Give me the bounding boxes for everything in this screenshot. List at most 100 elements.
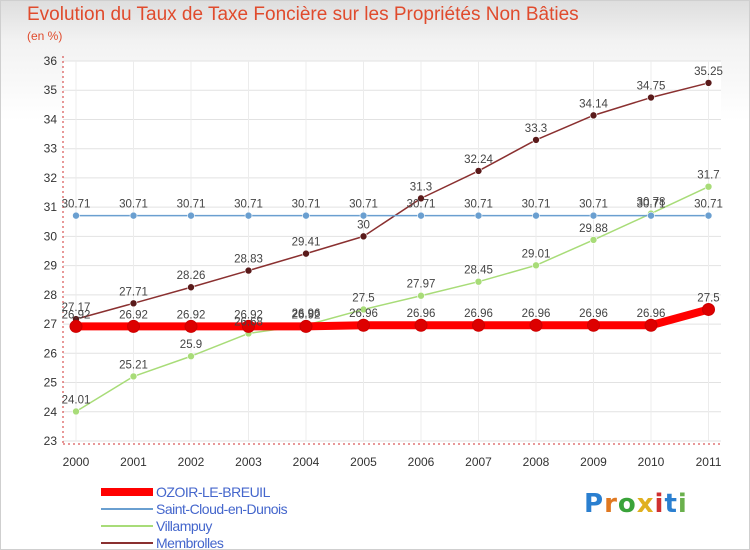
data-point [474, 211, 483, 220]
data-label: 32.24 [464, 154, 493, 166]
data-point [589, 236, 598, 244]
data-label: 30.71 [637, 199, 666, 211]
logo-letter: i [677, 489, 688, 519]
data-label: 30.71 [694, 199, 723, 211]
data-point [532, 136, 540, 144]
data-point [244, 211, 253, 220]
series-line [75, 82, 710, 320]
data-label: 29.41 [292, 237, 321, 249]
data-point [359, 211, 368, 220]
y-tick-label: 29 [44, 259, 58, 273]
x-tick-label: 2009 [580, 455, 607, 469]
data-label: 30.71 [119, 199, 148, 211]
data-point [532, 211, 540, 220]
y-tick-label: 26 [44, 346, 58, 360]
y-tick-label: 35 [44, 83, 58, 97]
logo-letter: x [636, 489, 655, 519]
data-point [704, 211, 713, 220]
data-label: 28.45 [464, 265, 493, 277]
data-point [647, 93, 655, 102]
data-label: 34.14 [579, 98, 608, 110]
data-point [129, 299, 138, 308]
data-label: 31.3 [410, 181, 432, 193]
data-label: 26.92 [292, 309, 321, 321]
data-label: 27.71 [119, 286, 148, 298]
x-tick-label: 2003 [235, 455, 262, 469]
data-label: 35.25 [694, 66, 723, 78]
data-label: 30.71 [177, 199, 206, 211]
data-label: 26.68 [234, 316, 263, 328]
x-tick-label: 2007 [465, 455, 492, 469]
data-label: 26.96 [637, 308, 666, 320]
y-tick-label: 33 [44, 142, 58, 156]
data-point [417, 291, 425, 300]
data-label: 30.71 [579, 199, 608, 211]
x-tick-label: 2002 [178, 455, 205, 469]
data-point [299, 319, 313, 333]
data-point [302, 249, 310, 258]
data-label: 26.92 [177, 309, 206, 321]
data-label: 28.26 [177, 270, 206, 282]
data-point [242, 319, 255, 333]
data-label: 30 [357, 219, 370, 231]
data-point [647, 211, 655, 220]
data-point [187, 211, 195, 220]
y-tick-label: 31 [44, 200, 58, 214]
legend-swatch [101, 508, 153, 510]
x-tick-label: 2010 [638, 455, 665, 469]
y-tick-label: 28 [44, 288, 58, 302]
logo-letter: r [604, 489, 618, 519]
data-label: 26.96 [522, 308, 551, 320]
data-point [302, 211, 310, 220]
data-point [129, 372, 138, 381]
y-tick-label: 24 [44, 405, 58, 419]
data-point [357, 318, 370, 332]
data-label: 26.92 [234, 309, 263, 321]
data-point [69, 319, 83, 333]
x-tick-label: 2000 [63, 455, 90, 469]
data-label: 27.17 [62, 302, 91, 314]
data-point [72, 407, 80, 416]
data-label: 25.21 [119, 359, 148, 371]
chart-title: Evolution du Taux de Taxe Foncière sur l… [27, 4, 579, 25]
y-tick-label: 34 [44, 112, 58, 126]
legend-swatch [101, 525, 153, 527]
series-line [75, 185, 710, 413]
data-label: 31.7 [697, 170, 719, 182]
data-point [532, 261, 540, 270]
data-label: 33.3 [525, 123, 547, 135]
data-point [589, 111, 598, 120]
x-tick-label: 2011 [696, 455, 722, 469]
legend-label: Saint-Cloud-en-Dunois [156, 501, 288, 517]
y-tick-label: 25 [44, 376, 58, 390]
data-label: 30.78 [637, 197, 666, 209]
y-tick-label: 27 [44, 317, 58, 331]
x-tick-label: 2004 [293, 455, 320, 469]
data-point [359, 232, 368, 241]
data-label: 26.96 [349, 308, 378, 320]
data-label: 27.5 [697, 292, 719, 304]
data-label: 30.71 [62, 199, 91, 211]
data-label: 26.96 [464, 308, 493, 320]
x-tick-label: 2008 [523, 455, 550, 469]
data-point [529, 318, 543, 332]
y-tick-label: 32 [44, 171, 58, 185]
data-point [417, 194, 425, 203]
data-point [589, 211, 598, 220]
y-tick-label: 36 [44, 54, 58, 68]
y-tick-label: 23 [44, 434, 58, 448]
data-point [704, 79, 713, 87]
data-label: 30.71 [349, 199, 378, 211]
data-label: 30.71 [234, 199, 263, 211]
data-point [417, 211, 425, 220]
data-point [474, 167, 483, 175]
data-label: 24.01 [62, 394, 91, 406]
data-point [184, 319, 198, 333]
data-label: 26.96 [292, 308, 321, 320]
data-label: 29.88 [579, 223, 608, 235]
data-label: 26.92 [119, 309, 148, 321]
data-point [704, 182, 713, 191]
data-label: 25.9 [180, 339, 202, 351]
data-point [587, 318, 600, 332]
